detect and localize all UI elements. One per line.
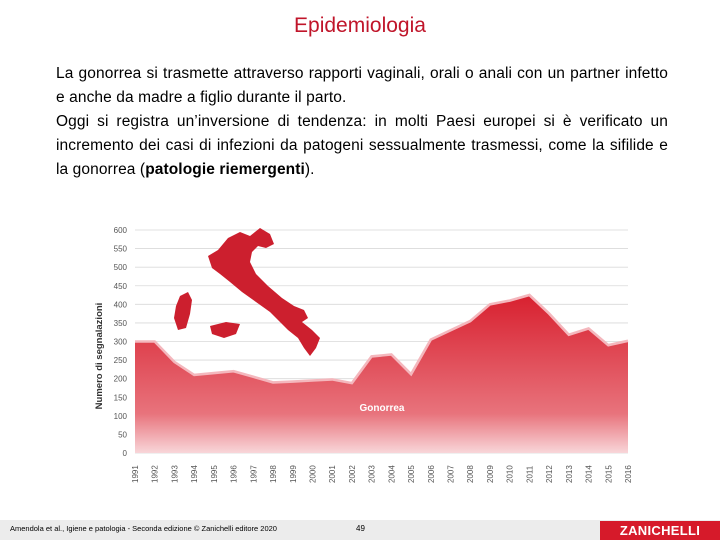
chart-svg: 0 50 100 150 200 250 300 350 400 450 500 550 600 199…	[94, 226, 633, 483]
x-tick-label: 1995	[210, 465, 219, 483]
y-axis-label: Numero di segnalazioni	[94, 303, 105, 410]
x-tick-label: 2000	[309, 465, 318, 483]
paragraph-1: La gonorrea si trasmette attraverso rapp…	[56, 65, 668, 106]
y-tick-label: 350	[114, 319, 128, 328]
x-tick-label: 1999	[289, 465, 298, 483]
x-tick-label: 2013	[565, 465, 574, 483]
paragraph-2: Oggi si registra un’inversione di tenden…	[56, 110, 668, 182]
y-tick-label: 600	[114, 226, 128, 235]
x-tick-label: 1997	[249, 465, 258, 483]
series-area-gonorrea	[135, 295, 628, 453]
y-tick-label: 500	[114, 263, 128, 272]
x-tick-label: 1993	[170, 465, 179, 483]
series-label: Gonorrea	[359, 403, 404, 414]
page-number: 49	[356, 524, 365, 533]
x-tick-label: 1992	[151, 465, 160, 483]
x-tick-label: 2008	[466, 465, 475, 483]
x-tick-label: 2006	[427, 465, 436, 483]
x-tick-label: 2011	[525, 465, 534, 483]
y-tick-label: 150	[114, 393, 128, 402]
y-tick-labels: 0 50 100 150 200 250 300 350 400 450 500 550 600	[114, 226, 128, 458]
x-tick-label: 2009	[486, 465, 495, 483]
slide-title: Epidemiologia	[294, 14, 426, 37]
y-tick-label: 0	[123, 449, 128, 458]
y-tick-label: 450	[114, 282, 128, 291]
x-tick-label: 1994	[190, 465, 199, 483]
footer-bar	[0, 520, 720, 540]
gonorrhea-chart: 0 50 100 150 200 250 300 350 400 450 500 550 600 199…	[90, 218, 638, 490]
x-tick-label: 2016	[624, 465, 633, 483]
x-tick-label: 1991	[131, 465, 140, 483]
x-tick-label: 1996	[230, 465, 239, 483]
y-tick-label: 400	[114, 300, 128, 309]
y-tick-label: 300	[114, 338, 128, 347]
italy-map-icon	[174, 228, 320, 356]
x-tick-label: 2002	[348, 465, 357, 483]
x-tick-labels: 1991 1992 1993 1994 1995 1996 1997 1998 1999 2000…	[131, 465, 633, 483]
x-tick-label: 2007	[447, 465, 456, 483]
paragraph-2-text: Oggi si registra un’inversione di tenden…	[56, 113, 668, 178]
y-tick-label: 50	[118, 430, 127, 439]
footer-credit: Amendola et al., Igiene e patologia - Se…	[10, 524, 277, 533]
paragraph-2-bold: patologie riemergenti	[145, 161, 305, 178]
y-tick-label: 550	[114, 245, 128, 254]
x-tick-label: 2005	[407, 465, 416, 483]
x-tick-label: 2004	[387, 465, 396, 483]
x-tick-label: 2003	[368, 465, 377, 483]
y-tick-label: 200	[114, 375, 128, 384]
x-tick-label: 2015	[604, 465, 613, 483]
paragraph-2-end: ).	[304, 161, 315, 178]
x-tick-label: 1998	[269, 465, 278, 483]
x-tick-label: 2014	[585, 465, 594, 483]
publisher-logo: ZANICHELLI	[600, 521, 720, 540]
x-tick-label: 2012	[545, 465, 554, 483]
y-tick-label: 100	[114, 412, 128, 421]
body-text: La gonorrea si trasmette attraverso rapp…	[56, 62, 668, 182]
x-tick-label: 2010	[506, 465, 515, 483]
y-tick-label: 250	[114, 356, 128, 365]
series-line-gonorrea	[135, 293, 629, 385]
x-tick-label: 2001	[328, 465, 337, 483]
